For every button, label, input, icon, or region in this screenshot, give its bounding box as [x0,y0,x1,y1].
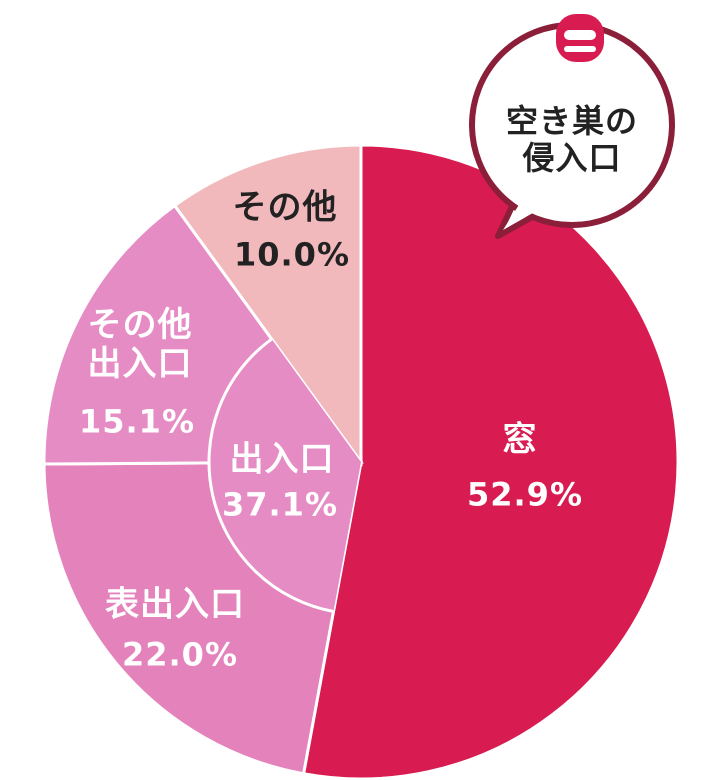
thief-icon [556,14,604,62]
speech-bubble [469,14,675,239]
pie [42,143,680,780]
value-label: 22.0% [121,635,239,674]
group-slice [209,339,361,612]
slice-label: 表出入口 [105,584,245,625]
value-label: 15.1% [78,402,196,441]
value-label: 52.9% [466,475,584,514]
slice-label: 窓 [502,419,538,460]
pie-slice [172,143,363,467]
group-arc [207,337,334,613]
bubble-title: 空き巣の 侵入口 [492,103,652,177]
group-label: 出入口 [229,439,335,480]
group-value-label: 37.1% [221,485,339,524]
value-label: 10.0% [233,235,351,274]
slice-label: その他 [232,187,338,228]
title-line: 空き巣の [505,102,638,141]
bubble-tail-fill [503,200,545,230]
title-line: 侵入口 [522,139,622,177]
slice-label: その他出入口 [87,304,193,384]
